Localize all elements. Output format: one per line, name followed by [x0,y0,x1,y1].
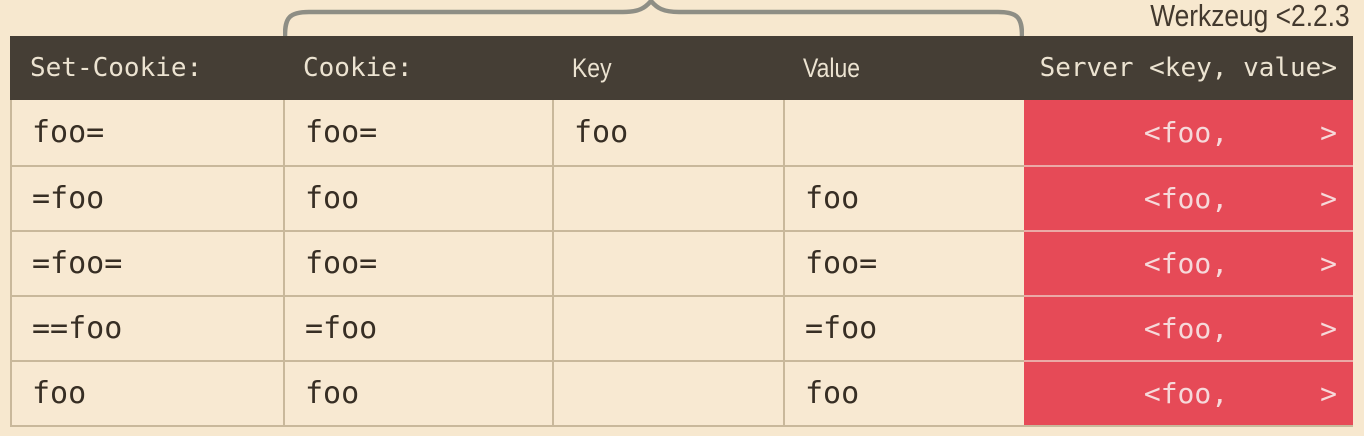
cell-cookie: =foo [285,295,554,360]
header-key: Key [552,36,783,100]
cell-key [554,295,785,360]
server-tuple-close: > [1320,247,1337,280]
table-body: foo= foo= foo <foo, > =foo foo foo <foo, >… [10,100,1353,427]
cell-key [554,360,785,425]
server-tuple-open: <foo, [1143,182,1229,215]
overbrace [282,0,1025,39]
table-row: =foo foo foo <foo, > [12,165,1353,230]
server-tuple-open: <foo, [1143,247,1229,280]
table-row: foo= foo= foo <foo, > [12,100,1353,165]
cell-key [554,230,785,295]
cell-set-cookie: ==foo [12,295,285,360]
header-set-cookie: Set-Cookie: [10,36,283,100]
cell-value: foo= [785,230,1024,295]
server-tuple-close: > [1320,312,1337,345]
server-tuple-open: <foo, [1143,377,1229,410]
server-tuple-close: > [1320,182,1337,215]
cell-server-result: <foo, > [1024,100,1353,165]
cell-cookie: foo= [285,100,554,165]
cell-server-result: <foo, > [1024,360,1353,425]
cell-value: foo [785,165,1024,230]
server-tuple-close: > [1320,116,1337,149]
brace-icon [282,0,1025,39]
server-tuple-open: <foo, [1143,312,1229,345]
header-server: Server <key, value> [1022,36,1353,100]
header-value: Value [783,36,1022,100]
header-cookie-label: Cookie: [303,53,413,83]
version-label: Werkzeug <2.2.3 [1150,0,1350,33]
cell-value [785,100,1024,165]
cell-set-cookie: =foo [12,165,285,230]
cell-server-result: <foo, > [1024,230,1353,295]
cell-cookie: foo= [285,230,554,295]
header-cookie: Cookie: [283,36,552,100]
cell-value: =foo [785,295,1024,360]
cell-server-result: <foo, > [1024,295,1353,360]
table-header-row: Set-Cookie: Cookie: Key Value Server <ke… [10,36,1353,100]
cell-value: foo [785,360,1024,425]
table-row: foo foo foo <foo, > [12,360,1353,425]
header-value-label: Value [803,52,861,83]
header-server-label: Server <key, value> [1039,53,1337,83]
server-tuple-close: > [1320,377,1337,410]
header-set-cookie-label: Set-Cookie: [30,53,203,83]
server-tuple-open: <foo, [1143,116,1229,149]
table-row: =foo= foo= foo= <foo, > [12,230,1353,295]
cell-set-cookie: foo [12,360,285,425]
cell-server-result: <foo, > [1024,165,1353,230]
cell-cookie: foo [285,165,554,230]
cell-key: foo [554,100,785,165]
table-row: ==foo =foo =foo <foo, > [12,295,1353,360]
cell-key [554,165,785,230]
cell-cookie: foo [285,360,554,425]
cell-set-cookie: foo= [12,100,285,165]
cell-set-cookie: =foo= [12,230,285,295]
header-key-label: Key [572,52,612,83]
cookie-parsing-table: Set-Cookie: Cookie: Key Value Server <ke… [10,36,1353,427]
